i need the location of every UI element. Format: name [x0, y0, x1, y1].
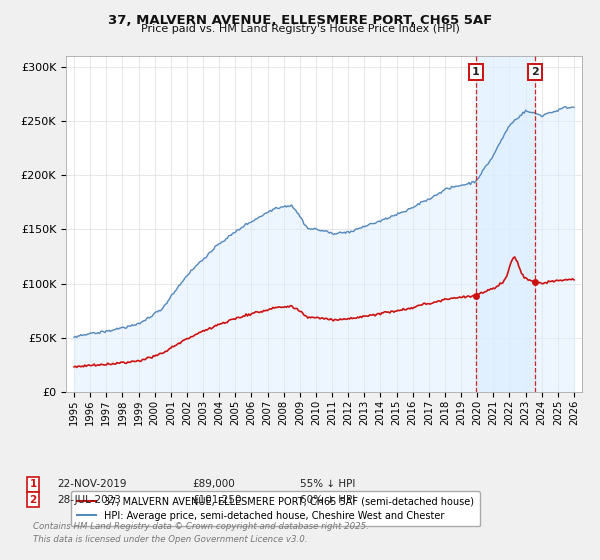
- Text: 2: 2: [531, 67, 539, 77]
- Text: 1: 1: [472, 67, 479, 77]
- Text: Contains HM Land Registry data © Crown copyright and database right 2025.
This d: Contains HM Land Registry data © Crown c…: [33, 522, 369, 544]
- Text: 28-JUL-2023: 28-JUL-2023: [57, 494, 121, 505]
- Text: 55% ↓ HPI: 55% ↓ HPI: [300, 479, 355, 489]
- Text: 37, MALVERN AVENUE, ELLESMERE PORT, CH65 5AF: 37, MALVERN AVENUE, ELLESMERE PORT, CH65…: [108, 14, 492, 27]
- Text: £89,000: £89,000: [192, 479, 235, 489]
- Text: 22-NOV-2019: 22-NOV-2019: [57, 479, 127, 489]
- Text: 60% ↓ HPI: 60% ↓ HPI: [300, 494, 355, 505]
- Text: 1: 1: [29, 479, 37, 489]
- Text: Price paid vs. HM Land Registry's House Price Index (HPI): Price paid vs. HM Land Registry's House …: [140, 24, 460, 34]
- Bar: [476, 56, 535, 392]
- Text: 2: 2: [29, 494, 37, 505]
- Legend: 37, MALVERN AVENUE, ELLESMERE PORT, CH65 5AF (semi-detached house), HPI: Average: 37, MALVERN AVENUE, ELLESMERE PORT, CH65…: [71, 491, 480, 526]
- Text: £101,250: £101,250: [192, 494, 241, 505]
